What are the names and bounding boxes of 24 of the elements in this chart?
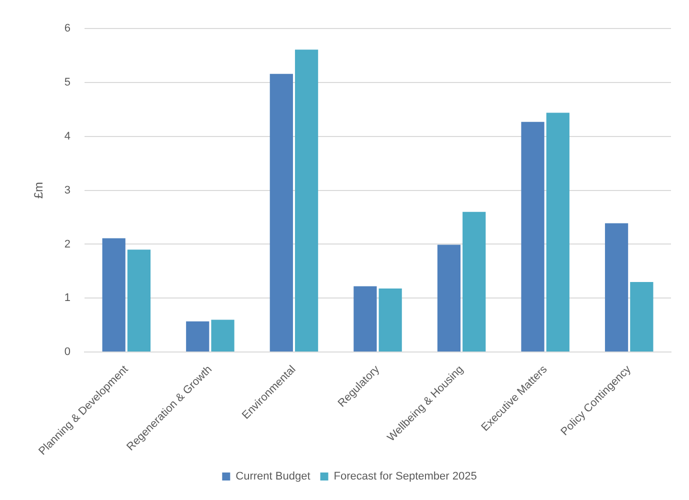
bar (546, 112, 570, 352)
bar (437, 244, 461, 352)
legend-label: Forecast for September 2025 (334, 470, 477, 483)
y-tick-label: 4 (64, 130, 71, 142)
y-axis-title: £m (32, 182, 46, 199)
bar (270, 74, 293, 352)
bar (630, 282, 654, 352)
bar (102, 238, 126, 352)
y-tick-label: 3 (64, 184, 71, 196)
bar (354, 286, 377, 352)
y-tick-label: 5 (64, 76, 71, 89)
bar (127, 250, 151, 352)
bar (462, 212, 486, 352)
legend-label: Current Budget (236, 470, 310, 483)
bar (186, 321, 210, 352)
y-tick-label: 0 (64, 346, 71, 358)
y-tick-label: 6 (64, 22, 71, 35)
bar (294, 50, 318, 352)
bar (604, 223, 628, 352)
y-tick-label: 1 (64, 292, 71, 304)
bar (521, 122, 544, 352)
bar (211, 320, 234, 352)
y-tick-label: 2 (64, 238, 71, 250)
bar (378, 288, 402, 352)
